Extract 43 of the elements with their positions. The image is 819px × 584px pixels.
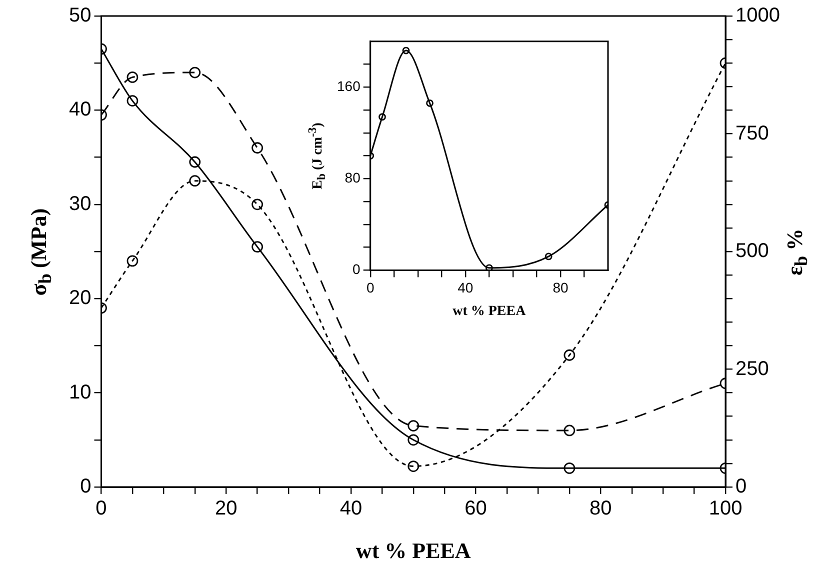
- point: [126, 255, 138, 267]
- point: [544, 252, 552, 260]
- point: [126, 72, 138, 83]
- point: [252, 198, 264, 210]
- point: [564, 462, 576, 474]
- point: [402, 46, 410, 54]
- x-tick-label: 60: [464, 498, 487, 520]
- y2-tick-label: 1000: [736, 4, 780, 27]
- y2-tick-label: 750: [736, 122, 769, 144]
- point: [252, 241, 264, 252]
- point: [189, 175, 201, 187]
- y-tick-label: 30: [68, 192, 92, 215]
- y-tick-label: 50: [68, 4, 92, 27]
- x-axis-title: wt % PEEA: [452, 304, 526, 320]
- point: [564, 424, 576, 436]
- y2-tick-label: 500: [736, 240, 769, 262]
- point: [252, 142, 264, 154]
- y-tick-label: 10: [68, 381, 92, 404]
- x-tick-label: 80: [590, 498, 612, 520]
- point: [126, 95, 138, 106]
- point: [189, 66, 201, 78]
- x-axis-title: wt % PEEA: [356, 538, 471, 564]
- point: [378, 113, 386, 121]
- x-tick-label: 0: [96, 498, 107, 520]
- point: [408, 420, 420, 432]
- point: [408, 434, 420, 446]
- point: [189, 156, 201, 168]
- point: [564, 349, 576, 361]
- x-tick-label: 100: [708, 498, 742, 520]
- point: [408, 460, 420, 472]
- x-tick-label: 20: [214, 498, 238, 520]
- y-tick-label: 40: [68, 98, 92, 121]
- y-tick-label: 160: [337, 78, 361, 94]
- point: [426, 99, 434, 107]
- x-tick-label: 40: [458, 279, 474, 296]
- x-tick-label: 80: [552, 279, 568, 296]
- y-tick-label: 0: [80, 476, 92, 498]
- y2-tick-label: 0: [736, 476, 747, 498]
- x-tick-label: 0: [366, 279, 374, 296]
- point: [485, 264, 493, 270]
- y-tick-label: 0: [352, 261, 361, 278]
- y-tick-label: 80: [344, 170, 361, 186]
- y2-tick-label: 250: [736, 358, 769, 380]
